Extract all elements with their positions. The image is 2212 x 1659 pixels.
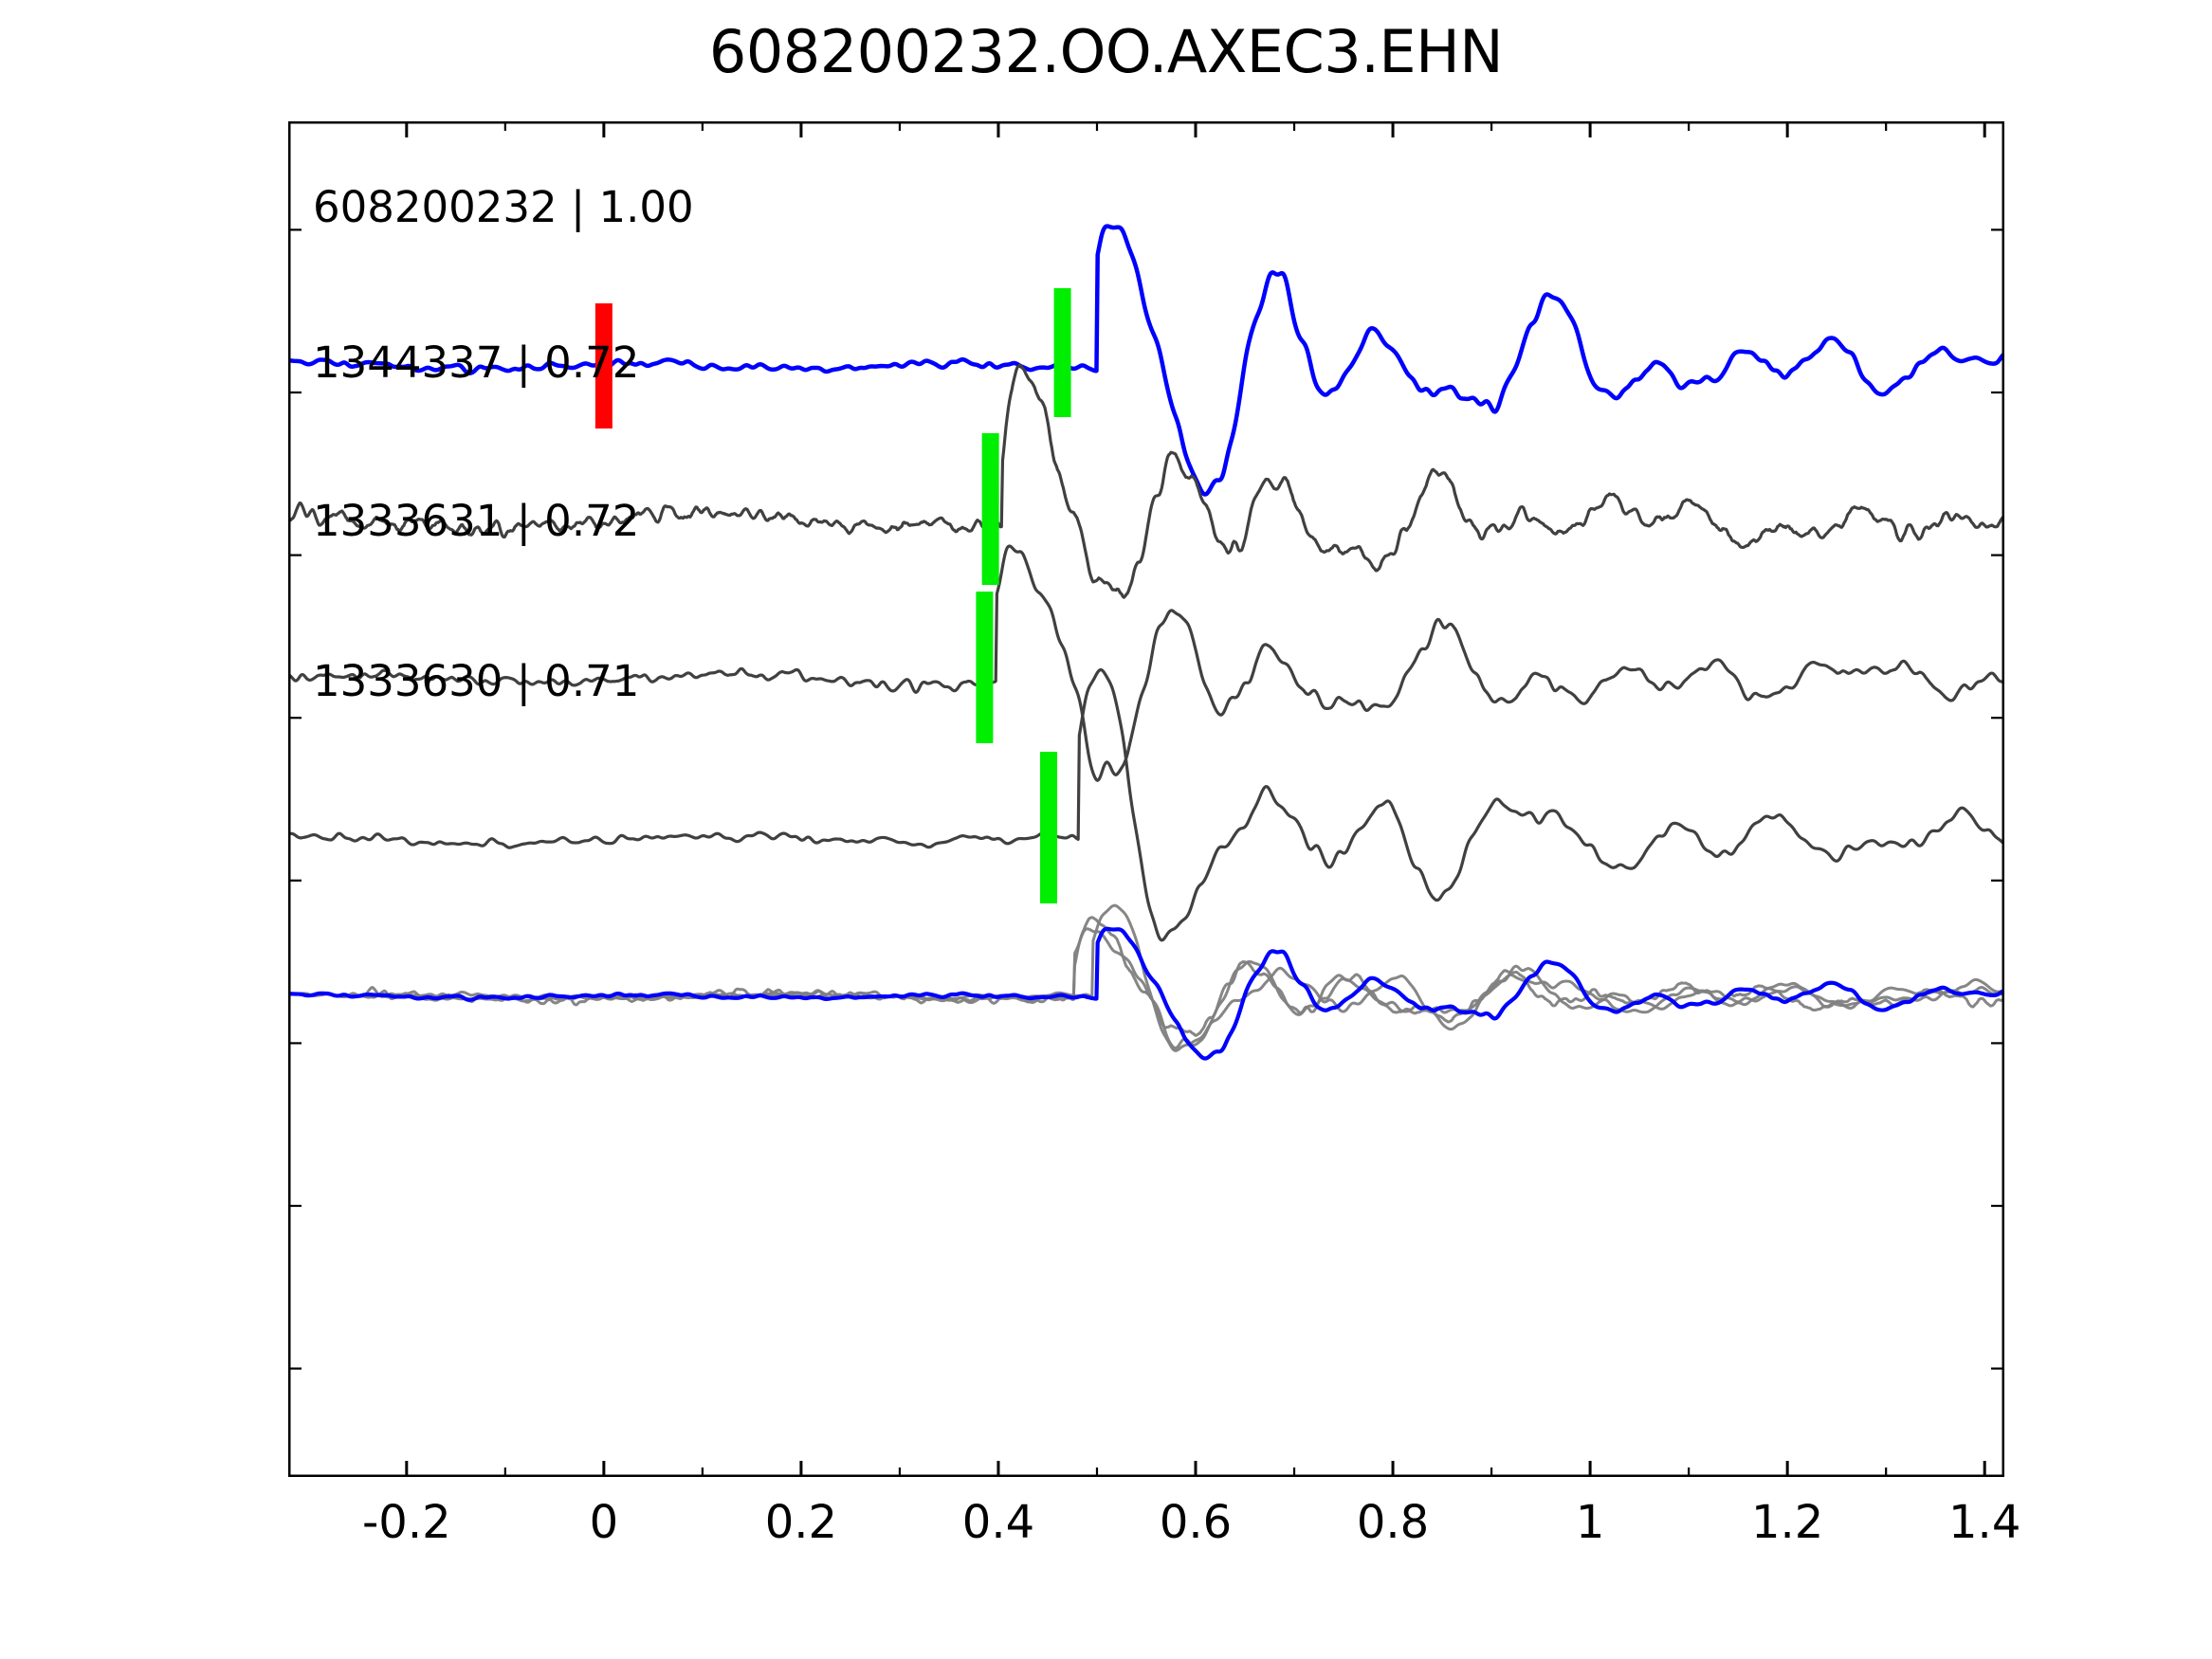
phase-pick-marker-1344337 — [981, 433, 999, 585]
page-title: 608200232.OO.AXEC3.EHN — [708, 17, 1504, 86]
phase-pick-marker-1333631 — [976, 592, 994, 743]
x-tick-label: 0.4 — [961, 1496, 1035, 1549]
trace-label-1333630: 1333630 | 0.71 — [313, 656, 639, 706]
waveform-trace-1333631 — [288, 544, 2004, 782]
overlay-trace-1344337 — [358, 916, 2004, 1037]
plot-axes: 608200232 | 1.00 1344337 | 0.72 1333631 | … — [288, 121, 2004, 1477]
trace-label-1344337: 1344337 | 0.72 — [313, 337, 639, 388]
waveform-trace-608200232 — [288, 224, 2004, 497]
x-tick-label: 1.2 — [1750, 1496, 1824, 1549]
overlay-trace-1333630 — [301, 903, 2004, 1052]
axis-frame — [288, 121, 2004, 1477]
x-tick-label: 0 — [589, 1496, 619, 1549]
x-tick-label: 1.4 — [1948, 1496, 2021, 1549]
waveform-trace-1344337 — [288, 363, 2004, 599]
waveform-canvas: 608200232 | 1.00 1344337 | 0.72 1333631 | … — [288, 121, 2004, 1477]
trace-label-608200232: 608200232 | 1.00 — [313, 182, 694, 232]
trace-label-group: 608200232 | 1.00 1344337 | 0.72 1333631 | … — [313, 182, 694, 706]
overlay-trace-1333631 — [364, 927, 2004, 1050]
x-tick-label: -0.2 — [361, 1496, 451, 1549]
overlay-trace-608200232 — [288, 926, 2004, 1061]
traces-group — [288, 224, 2004, 1061]
x-tick-label: 0.8 — [1356, 1496, 1430, 1549]
trace-label-1333631: 1333631 | 0.72 — [313, 496, 639, 546]
axis-ticks — [289, 122, 2003, 1476]
waveform-trace-1333630 — [288, 667, 2004, 942]
origin-time-marker-608200232 — [594, 303, 612, 428]
x-tick-label: 1 — [1575, 1496, 1605, 1549]
phase-pick-marker-608200232 — [1053, 288, 1071, 417]
x-tick-label: 0.2 — [764, 1496, 838, 1549]
markers-group — [594, 288, 1071, 903]
x-tick-label: 0.6 — [1159, 1496, 1233, 1549]
phase-pick-marker-1333630 — [1040, 752, 1058, 903]
